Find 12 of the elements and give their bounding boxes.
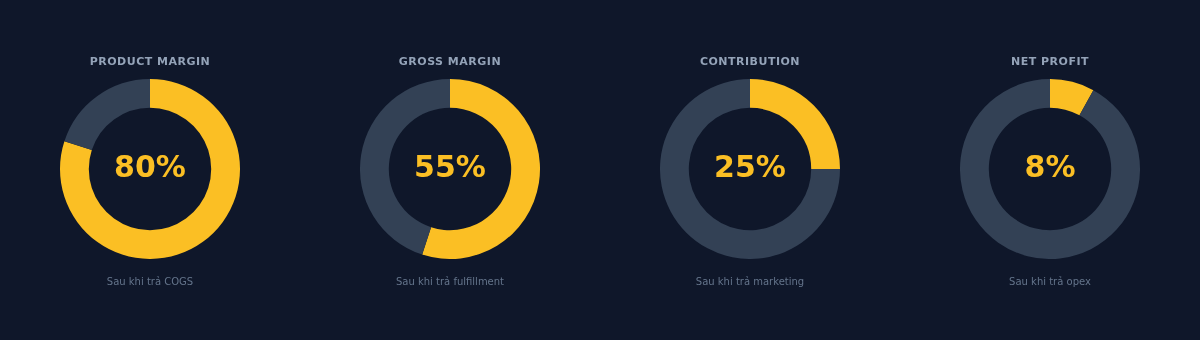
chart-title: GROSS MARGIN	[398, 54, 502, 70]
chart-title: NET PROFIT	[1010, 54, 1090, 70]
chart-title: PRODUCT MARGIN	[89, 54, 211, 70]
data-label: 8%	[1024, 148, 1076, 184]
text: Sau khi trả opex	[1009, 275, 1091, 289]
data-label: 25%	[714, 148, 786, 184]
chart-title: CONTRIBUTION	[699, 54, 801, 70]
data-label: 55%	[414, 148, 486, 184]
data-label: 80%	[114, 148, 186, 184]
text: Sau khi trả COGS	[106, 275, 194, 289]
text: Sau khi trả marketing	[695, 275, 805, 289]
text: Sau khi trả fulfillment	[395, 275, 505, 289]
